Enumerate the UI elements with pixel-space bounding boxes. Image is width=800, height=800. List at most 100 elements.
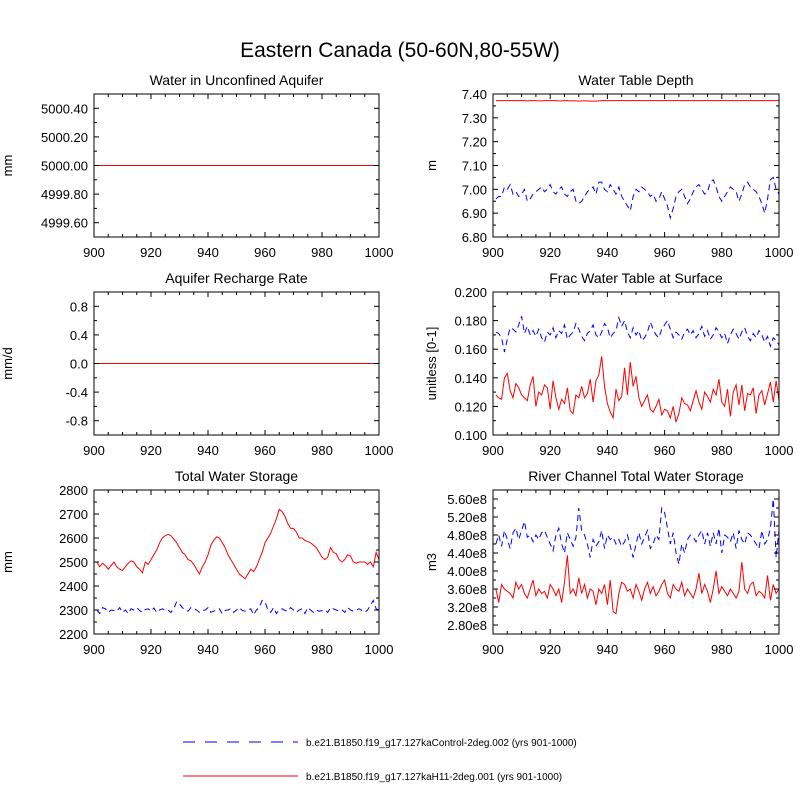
y-tick-label: 0.160 — [454, 342, 487, 357]
x-tick-label: 900 — [83, 443, 105, 458]
y-axis-label: m — [424, 160, 439, 171]
x-tick-label: 980 — [311, 443, 333, 458]
x-tick-label: 960 — [654, 642, 676, 657]
y-axis-label: mm/d — [0, 347, 15, 380]
x-tick-label: 1000 — [765, 642, 794, 657]
x-tick-label: 900 — [83, 245, 105, 260]
panel-2: Water Table Depth m 900 920 940 960 980 1000 6.8… — [424, 72, 793, 260]
panel-title: River Channel Total Water Storage — [528, 468, 744, 484]
panel-title: Frac Water Table at Surface — [549, 270, 723, 286]
y-axis-label: m3 — [424, 553, 439, 571]
y-tick-label: 2600 — [59, 531, 88, 546]
panel-5: Total Water Storage mm 900 920 940 960 980 1000… — [0, 468, 393, 657]
panel-3: Aquifer Recharge Rate mm/d 900 920 940 960 980… — [0, 270, 393, 458]
series-line-h11 — [495, 555, 779, 615]
panel-1: Water in Unconfined Aquifer mm 900 920 940 96… — [0, 72, 393, 260]
y-tick-label: 4.40e8 — [447, 546, 487, 561]
series-line-control — [96, 599, 379, 616]
y-tick-label: -0.8 — [66, 414, 88, 429]
y-tick-label: 0.0 — [70, 357, 88, 372]
figure-title: Eastern Canada (50-60N,80-55W) — [240, 39, 560, 62]
x-tick-label: 960 — [654, 443, 676, 458]
plot-frame — [492, 291, 780, 436]
panel-title: Aquifer Recharge Rate — [165, 270, 308, 286]
x-tick-label: 1000 — [365, 642, 394, 657]
x-tick-label: 920 — [140, 642, 162, 657]
x-tick-label: 980 — [711, 245, 733, 260]
x-tick-label: 940 — [597, 443, 619, 458]
x-tick-label: 920 — [539, 245, 561, 260]
x-tick-label: 980 — [311, 642, 333, 657]
y-tick-label: 4999.80 — [41, 187, 88, 202]
y-tick-label: 0.4 — [70, 328, 88, 343]
x-tick-label: 940 — [197, 245, 219, 260]
y-tick-label: 7.00 — [462, 182, 487, 197]
y-tick-label: 2300 — [59, 603, 88, 618]
y-tick-label: -0.4 — [66, 385, 88, 400]
plot-frame — [492, 489, 780, 635]
x-tick-label: 980 — [711, 642, 733, 657]
panel-6: River Channel Total Water Storage m3 900 92… — [424, 468, 793, 657]
y-tick-label: 5000.00 — [41, 159, 88, 174]
panel-4: Frac Water Table at Surface unitless [0-1… — [424, 270, 793, 458]
x-tick-label: 980 — [311, 245, 333, 260]
x-tick-label: 920 — [140, 443, 162, 458]
y-tick-label: 0.100 — [454, 428, 487, 443]
x-tick-label: 960 — [254, 245, 276, 260]
panels: Water in Unconfined Aquifer mm 900 920 940 96… — [0, 72, 793, 657]
plot-frame — [492, 93, 780, 238]
y-tick-label: 4.00e8 — [447, 564, 487, 579]
series-line-control — [495, 498, 779, 565]
panel-title: Water Table Depth — [578, 72, 693, 88]
y-tick-label: 5000.20 — [41, 130, 88, 145]
x-tick-label: 940 — [597, 245, 619, 260]
y-tick-label: 2500 — [59, 555, 88, 570]
y-axis-label: mm — [0, 155, 15, 177]
x-tick-label: 960 — [654, 245, 676, 260]
y-tick-label: 2400 — [59, 579, 88, 594]
series-line-control — [495, 315, 779, 353]
x-tick-label: 1000 — [765, 245, 794, 260]
y-tick-label: 2.80e8 — [447, 618, 487, 633]
y-tick-label: 2800 — [59, 483, 88, 498]
x-tick-label: 900 — [482, 443, 504, 458]
legend-label-control: b.e21.B1850.f19_g17.127kaControl-2deg.00… — [306, 738, 577, 749]
y-tick-label: 6.80 — [462, 230, 487, 245]
x-tick-label: 1000 — [765, 443, 794, 458]
y-tick-label: 2700 — [59, 507, 88, 522]
x-tick-label: 900 — [482, 642, 504, 657]
x-tick-label: 920 — [539, 642, 561, 657]
series-line-control — [495, 176, 779, 220]
x-tick-label: 980 — [711, 443, 733, 458]
y-tick-label: 7.40 — [462, 87, 487, 102]
y-tick-label: 3.20e8 — [447, 600, 487, 615]
y-tick-label: 0.120 — [454, 399, 487, 414]
x-tick-label: 940 — [197, 443, 219, 458]
y-tick-label: 6.90 — [462, 206, 487, 221]
plot-frame — [93, 489, 380, 635]
y-tick-label: 3.60e8 — [447, 582, 487, 597]
y-tick-label: 0.8 — [70, 299, 88, 314]
y-tick-label: 0.140 — [454, 371, 487, 386]
y-tick-label: 5.60e8 — [447, 492, 487, 507]
panel-title: Water in Unconfined Aquifer — [150, 72, 324, 88]
y-tick-label: 7.20 — [462, 135, 487, 150]
y-axis-label: unitless [0-1] — [424, 327, 439, 401]
x-tick-label: 1000 — [365, 245, 394, 260]
y-tick-label: 5.20e8 — [447, 510, 487, 525]
y-tick-label: 4.80e8 — [447, 528, 487, 543]
x-tick-label: 1000 — [365, 443, 394, 458]
x-tick-label: 940 — [597, 642, 619, 657]
y-tick-label: 2200 — [59, 627, 88, 642]
series-line-h11 — [96, 508, 379, 580]
x-tick-label: 900 — [482, 245, 504, 260]
panel-title: Total Water Storage — [175, 468, 298, 484]
y-axis-label: mm — [0, 551, 15, 573]
y-tick-label: 4999.60 — [41, 216, 88, 231]
y-tick-label: 0.200 — [454, 285, 487, 300]
legend: b.e21.B1850.f19_g17.127kaControl-2deg.00… — [183, 738, 577, 783]
y-tick-label: 0.180 — [454, 314, 487, 329]
x-tick-label: 900 — [83, 642, 105, 657]
y-tick-label: 7.10 — [462, 159, 487, 174]
